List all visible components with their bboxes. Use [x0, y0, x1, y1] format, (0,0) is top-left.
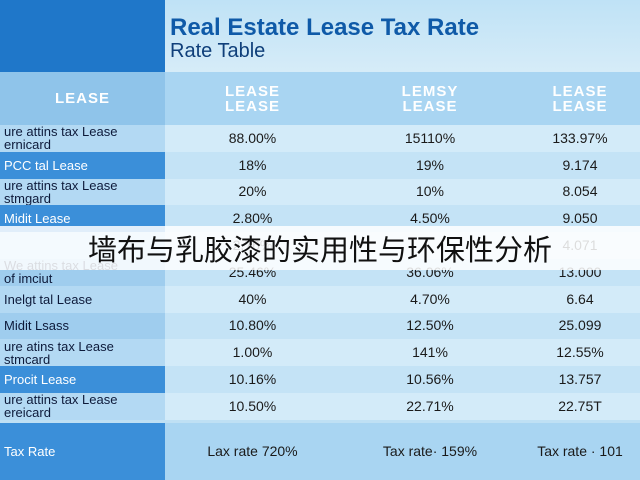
- row-label: ure attins tax Lease ereicard: [0, 393, 165, 420]
- row-label: ure atins tax Lease stmcard: [0, 339, 165, 367]
- cell: 13.757: [520, 366, 640, 393]
- row-label: PCC tal Lease: [0, 151, 165, 179]
- row-label: ure attins tax Lease ernicard: [0, 125, 165, 152]
- cell: 19%: [340, 151, 520, 179]
- cell: 18%: [165, 151, 340, 179]
- cell: 15110%: [340, 125, 520, 152]
- cell: 10.50%: [165, 393, 340, 420]
- cell: 10.80%: [165, 312, 340, 340]
- footer-cell: Tax Rate: [0, 422, 165, 480]
- row-label: Midit Lsass: [0, 312, 165, 340]
- row-label: Procit Lease: [0, 366, 165, 393]
- corner-block: [0, 0, 165, 72]
- cell: 6.64: [520, 285, 640, 313]
- footer-cell: Tax rate · 101: [520, 422, 640, 480]
- cell: 1.00%: [165, 339, 340, 367]
- cell: 10.16%: [165, 366, 340, 393]
- cell: 4.70%: [340, 285, 520, 313]
- footer-cell: Tax rate· 159%: [340, 422, 520, 480]
- cell: 10%: [340, 178, 520, 206]
- cell: 22.75T: [520, 393, 640, 420]
- cell: 25.099: [520, 312, 640, 340]
- row-label: ure attins tax Lease stmgard: [0, 178, 165, 206]
- cell: 9.174: [520, 151, 640, 179]
- table: LEASE LEASE LEASE LEMSY LEASE LEASE LEASE ur…: [0, 72, 640, 480]
- row-label: Inelgt tal Lease: [0, 285, 165, 313]
- cell: 12.50%: [340, 312, 520, 340]
- column-header: LEASE LEASE: [520, 72, 640, 125]
- cell: 133.97%: [520, 125, 640, 152]
- subtitle: Rate Table: [170, 40, 266, 62]
- column-header: LEMSY LEASE: [340, 72, 520, 125]
- footer-cell: Lax rate 720%: [165, 422, 340, 480]
- cell: 40%: [165, 285, 340, 313]
- title-block: [165, 0, 640, 72]
- cell: 88.00%: [165, 125, 340, 152]
- column-header: LEASE: [0, 72, 165, 125]
- cell: 8.054: [520, 178, 640, 206]
- banner: 墙布与乳胶漆的实用性与环保性分析: [0, 226, 640, 270]
- cell: 10.56%: [340, 366, 520, 393]
- title: Real Estate Lease Tax Rate: [170, 14, 480, 41]
- cell: 12.55%: [520, 339, 640, 367]
- column-header: LEASE LEASE: [165, 72, 340, 125]
- cell: 22.71%: [340, 393, 520, 420]
- cell: 20%: [165, 178, 340, 206]
- cell: 141%: [340, 339, 520, 367]
